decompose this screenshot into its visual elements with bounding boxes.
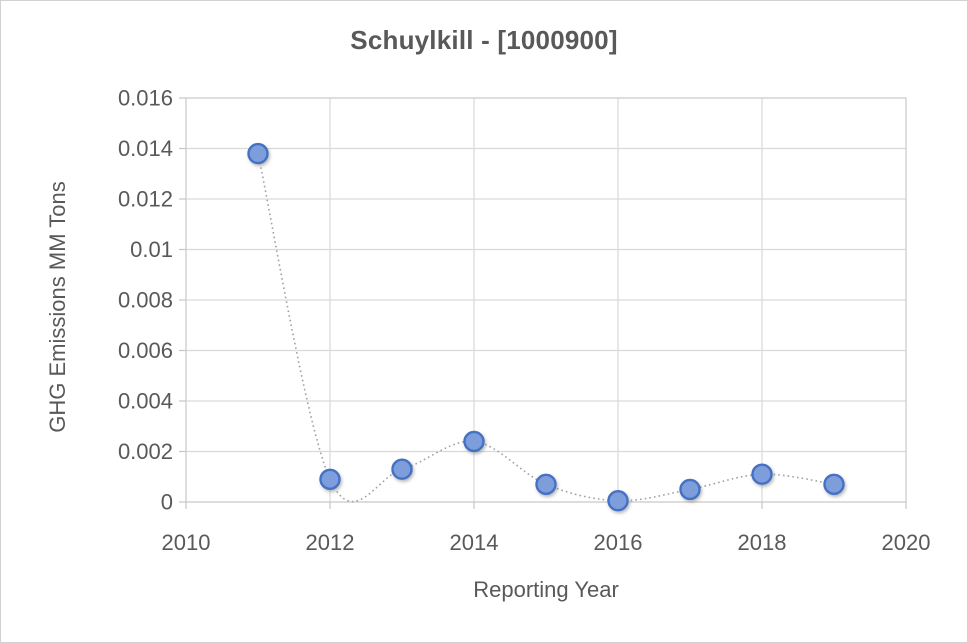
- y-tick-label: 0.016: [118, 86, 173, 111]
- data-point-marker: [751, 463, 773, 485]
- y-tick-label: 0: [161, 490, 173, 515]
- x-axis-title: Reporting Year: [473, 577, 619, 602]
- y-tick-label: 0.006: [118, 338, 173, 363]
- data-point-marker: [247, 142, 269, 165]
- x-tick-label: 2020: [882, 530, 931, 555]
- x-tick-label: 2016: [594, 530, 643, 555]
- plot-area: 0 0.002 0.004 0.006 0.008 0.01 0.012 0.014 0.016…: [118, 86, 931, 556]
- data-point-marker: [391, 458, 413, 480]
- y-tick-label: 0.012: [118, 187, 173, 212]
- x-tick-label: 2010: [162, 530, 211, 555]
- data-point-marker: [679, 478, 701, 501]
- y-tick-label: 0.014: [118, 136, 173, 161]
- data-point-marker: [535, 473, 557, 495]
- y-tick-label: 0.008: [118, 288, 173, 313]
- y-tick-label: 0.004: [118, 389, 173, 414]
- data-point-marker: [607, 490, 629, 512]
- x-tick-label: 2012: [306, 530, 355, 555]
- series-line: [257, 153, 835, 503]
- x-tick-label: 2014: [450, 530, 499, 555]
- data-point-marker: [463, 430, 485, 453]
- chart-title: Schuylkill - [1000900]: [350, 25, 618, 55]
- data-point-marker: [823, 473, 845, 495]
- y-tick-label: 0.002: [118, 439, 173, 464]
- x-tick-label: 2018: [738, 530, 787, 555]
- y-tick-label: 0.01: [130, 237, 173, 262]
- data-point-marker: [319, 468, 341, 490]
